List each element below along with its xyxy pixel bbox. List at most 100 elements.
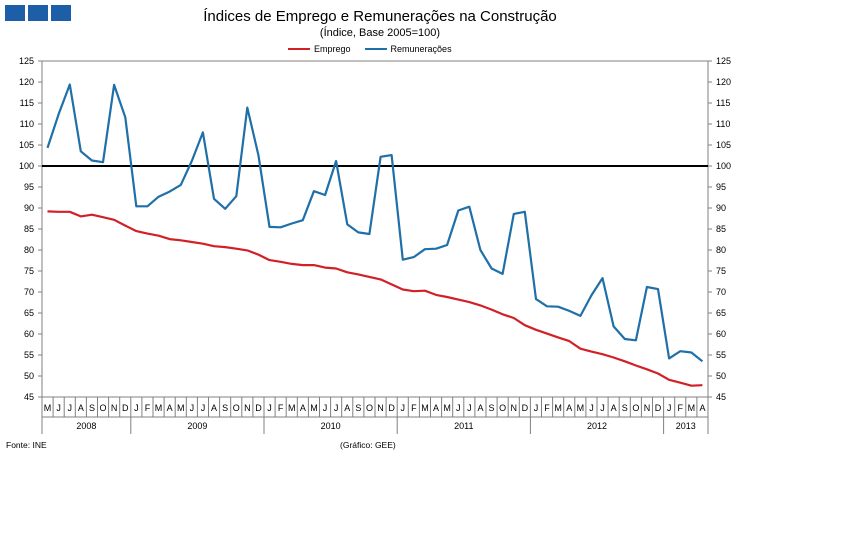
x-tick-label-month: J (334, 403, 339, 413)
y-tick-label-right: 115 (716, 98, 730, 108)
x-tick-label-month: M (177, 403, 185, 413)
y-tick-label-right: 50 (716, 371, 726, 381)
x-tick-label-month: O (100, 403, 107, 413)
x-tick-label-year: 2012 (587, 421, 607, 431)
x-tick-label-month: J (534, 403, 539, 413)
legend-label-remuneracoes: Remunerações (390, 44, 452, 54)
y-tick-label-right: 125 (716, 56, 731, 66)
x-tick-label-year: 2013 (676, 421, 696, 431)
y-tick-label-left: 70 (24, 287, 34, 297)
x-tick-label-month: N (377, 403, 384, 413)
x-tick-label-month: F (145, 403, 151, 413)
x-tick-label-month: J (600, 403, 605, 413)
y-tick-label-left: 85 (24, 224, 34, 234)
y-tick-label-left: 90 (24, 203, 34, 213)
logo-block (51, 5, 71, 21)
y-tick-label-right: 60 (716, 329, 726, 339)
logo-block (5, 5, 25, 21)
x-tick-label-month: J (467, 403, 472, 413)
y-tick-label-left: 95 (24, 182, 34, 192)
y-tick-label-left: 120 (19, 77, 34, 87)
x-tick-label-month: J (589, 403, 594, 413)
x-tick-label-month: M (577, 403, 585, 413)
x-tick-label-month: F (278, 403, 284, 413)
x-tick-label-month: D (122, 403, 129, 413)
x-tick-label-month: M (44, 403, 52, 413)
series-line-remuneracoes (46, 83, 704, 363)
chart-legend: Emprego Remunerações (288, 44, 452, 54)
chart-title: Índices de Emprego e Remunerações na Con… (203, 8, 557, 25)
x-tick-label-month: A (167, 403, 173, 413)
x-tick-label-month: S (355, 403, 361, 413)
x-tick-label-month: A (78, 403, 84, 413)
legend-swatch-emprego (288, 48, 310, 50)
x-tick-label-month: J (323, 403, 328, 413)
legend-item-remuneracoes: Remunerações (364, 44, 452, 54)
x-tick-label-month: S (89, 403, 95, 413)
y-tick-label-left: 110 (20, 119, 34, 129)
legend-label-emprego: Emprego (314, 44, 351, 54)
y-tick-label-right: 75 (716, 266, 726, 276)
x-tick-label-year: 2010 (321, 421, 341, 431)
y-tick-label-left: 55 (24, 350, 34, 360)
y-tick-label-right: 105 (716, 140, 731, 150)
x-tick-label-month: J (401, 403, 406, 413)
x-tick-label-year: 2008 (76, 421, 96, 431)
x-tick-label-month: A (211, 403, 217, 413)
y-tick-label-left: 50 (24, 371, 34, 381)
x-tick-label-month: A (300, 403, 306, 413)
x-tick-label-year: 2011 (454, 421, 473, 431)
x-tick-label-month: J (667, 403, 672, 413)
x-tick-label-month: J (56, 403, 61, 413)
x-tick-label-month: M (155, 403, 163, 413)
x-tick-label-month: A (611, 403, 617, 413)
y-tick-label-right: 80 (716, 245, 726, 255)
y-tick-label-right: 45 (716, 392, 726, 402)
y-tick-label-left: 100 (19, 161, 34, 171)
series-line-emprego (47, 210, 703, 387)
y-tick-label-right: 85 (716, 224, 726, 234)
chart-subtitle: (Índice, Base 2005=100) (319, 27, 441, 39)
y-tick-label-left: 80 (24, 245, 34, 255)
x-tick-label-month: J (190, 403, 195, 413)
x-tick-label-month: A (566, 403, 572, 413)
x-tick-label-month: D (255, 403, 262, 413)
x-tick-label-month: A (344, 403, 350, 413)
logo-block (28, 5, 48, 21)
source-note: Fonte: INE (6, 440, 47, 450)
x-tick-label-month: A (433, 403, 439, 413)
x-tick-label-month: S (222, 403, 228, 413)
x-tick-label-month: J (68, 403, 73, 413)
legend-item-emprego: Emprego (288, 44, 351, 54)
x-tick-label-month: D (655, 403, 662, 413)
x-tick-label-year: 2009 (187, 421, 207, 431)
y-tick-label-right: 55 (716, 350, 726, 360)
x-tick-label-month: J (201, 403, 206, 413)
y-tick-label-right: 110 (716, 119, 730, 129)
y-tick-label-right: 70 (716, 287, 726, 297)
x-tick-label-month: M (288, 403, 296, 413)
x-tick-label-month: J (267, 403, 272, 413)
x-tick-label-month: D (522, 403, 529, 413)
x-tick-label-month: S (622, 403, 628, 413)
plot-area-frame (41, 60, 709, 398)
x-tick-label-month: N (511, 403, 518, 413)
y-tick-label-left: 60 (24, 329, 34, 339)
y-tick-label-right: 95 (716, 182, 726, 192)
y-tick-label-left: 75 (24, 266, 34, 276)
y-tick-label-left: 45 (24, 392, 34, 402)
credit-note: (Gráfico: GEE) (340, 440, 396, 450)
y-tick-label-left: 115 (20, 98, 34, 108)
x-tick-label-month: D (388, 403, 395, 413)
x-tick-label-month: M (688, 403, 696, 413)
x-tick-label-month: F (544, 403, 550, 413)
x-tick-label-month: F (678, 403, 684, 413)
x-tick-label-month: O (632, 403, 639, 413)
x-tick-label-month: F (411, 403, 417, 413)
y-tick-label-left: 65 (24, 308, 34, 318)
y-tick-label-right: 120 (716, 77, 731, 87)
x-tick-label-month: N (111, 403, 118, 413)
legend-swatch-remuneracoes (364, 48, 387, 50)
x-tick-label-month: N (644, 403, 651, 413)
y-tick-label-left: 125 (19, 56, 34, 66)
